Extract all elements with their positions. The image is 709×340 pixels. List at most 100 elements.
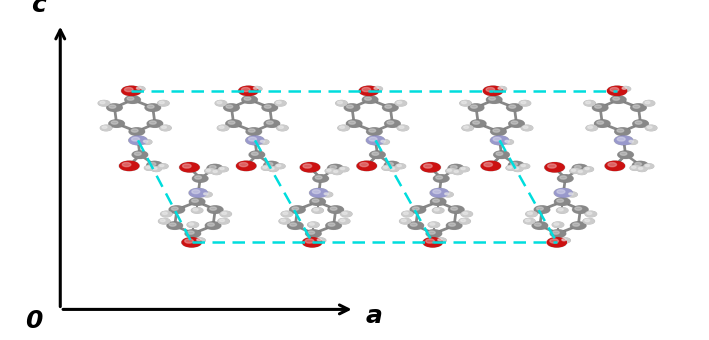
Circle shape xyxy=(459,218,470,224)
Circle shape xyxy=(151,167,161,171)
Circle shape xyxy=(447,169,452,171)
Circle shape xyxy=(338,125,349,131)
Circle shape xyxy=(364,88,376,94)
Circle shape xyxy=(610,96,626,103)
Circle shape xyxy=(428,222,440,227)
Circle shape xyxy=(259,140,269,144)
Circle shape xyxy=(325,169,335,173)
Circle shape xyxy=(514,167,519,169)
Circle shape xyxy=(339,219,350,224)
Circle shape xyxy=(121,86,141,96)
Circle shape xyxy=(193,208,198,211)
Circle shape xyxy=(448,206,464,214)
Circle shape xyxy=(614,89,619,91)
Circle shape xyxy=(338,125,350,131)
Circle shape xyxy=(547,164,557,168)
Circle shape xyxy=(632,162,648,169)
Circle shape xyxy=(535,206,549,213)
Circle shape xyxy=(269,167,274,169)
Circle shape xyxy=(274,101,286,106)
Circle shape xyxy=(372,152,379,155)
Circle shape xyxy=(384,166,388,168)
Circle shape xyxy=(643,101,654,106)
Circle shape xyxy=(310,198,325,205)
Circle shape xyxy=(620,86,630,91)
Circle shape xyxy=(182,238,201,247)
Circle shape xyxy=(281,211,292,217)
Circle shape xyxy=(262,166,272,170)
Circle shape xyxy=(413,207,419,210)
Circle shape xyxy=(359,86,379,96)
Circle shape xyxy=(218,218,229,224)
Circle shape xyxy=(397,165,401,167)
Circle shape xyxy=(592,104,608,112)
Circle shape xyxy=(411,223,417,226)
Circle shape xyxy=(369,138,380,143)
Circle shape xyxy=(379,140,389,144)
Circle shape xyxy=(535,223,541,226)
Circle shape xyxy=(508,161,524,169)
Circle shape xyxy=(586,125,598,131)
Circle shape xyxy=(550,230,566,237)
Circle shape xyxy=(459,167,469,172)
Circle shape xyxy=(101,125,112,131)
Circle shape xyxy=(224,104,239,111)
Circle shape xyxy=(328,206,344,214)
Circle shape xyxy=(340,126,345,129)
Circle shape xyxy=(489,88,500,94)
Circle shape xyxy=(610,87,619,92)
Circle shape xyxy=(244,88,255,94)
Circle shape xyxy=(239,86,258,96)
Circle shape xyxy=(454,170,459,172)
Circle shape xyxy=(216,101,226,106)
Circle shape xyxy=(313,208,318,211)
Circle shape xyxy=(397,101,402,104)
Circle shape xyxy=(460,101,471,106)
Circle shape xyxy=(238,86,258,96)
Circle shape xyxy=(357,161,376,170)
Circle shape xyxy=(264,120,279,127)
Circle shape xyxy=(498,87,503,89)
Circle shape xyxy=(448,164,464,172)
Circle shape xyxy=(486,96,502,103)
Circle shape xyxy=(520,164,530,169)
Circle shape xyxy=(107,104,122,111)
Circle shape xyxy=(607,86,627,96)
Circle shape xyxy=(310,189,328,197)
Circle shape xyxy=(481,161,501,170)
Circle shape xyxy=(503,140,513,144)
Circle shape xyxy=(615,128,630,135)
Circle shape xyxy=(309,223,314,225)
Circle shape xyxy=(218,167,228,172)
Circle shape xyxy=(119,161,139,171)
Circle shape xyxy=(279,218,291,224)
Circle shape xyxy=(494,151,509,158)
Circle shape xyxy=(169,223,176,226)
Circle shape xyxy=(196,239,201,241)
Circle shape xyxy=(287,222,303,230)
Circle shape xyxy=(567,192,577,197)
Circle shape xyxy=(408,222,423,229)
Circle shape xyxy=(645,165,649,167)
Circle shape xyxy=(279,219,290,224)
Circle shape xyxy=(452,170,462,174)
Circle shape xyxy=(496,152,503,155)
Circle shape xyxy=(645,125,657,131)
Circle shape xyxy=(340,211,352,217)
Circle shape xyxy=(341,211,352,217)
Circle shape xyxy=(344,104,360,112)
Circle shape xyxy=(370,151,385,158)
Circle shape xyxy=(142,140,152,144)
Circle shape xyxy=(132,151,147,158)
Circle shape xyxy=(145,166,155,170)
Circle shape xyxy=(306,239,314,243)
Circle shape xyxy=(316,176,322,179)
Circle shape xyxy=(366,89,371,91)
Circle shape xyxy=(362,96,378,103)
Circle shape xyxy=(160,219,165,222)
Circle shape xyxy=(496,86,506,91)
Circle shape xyxy=(584,167,593,172)
Circle shape xyxy=(222,212,227,215)
Circle shape xyxy=(481,161,501,171)
Circle shape xyxy=(266,163,273,166)
